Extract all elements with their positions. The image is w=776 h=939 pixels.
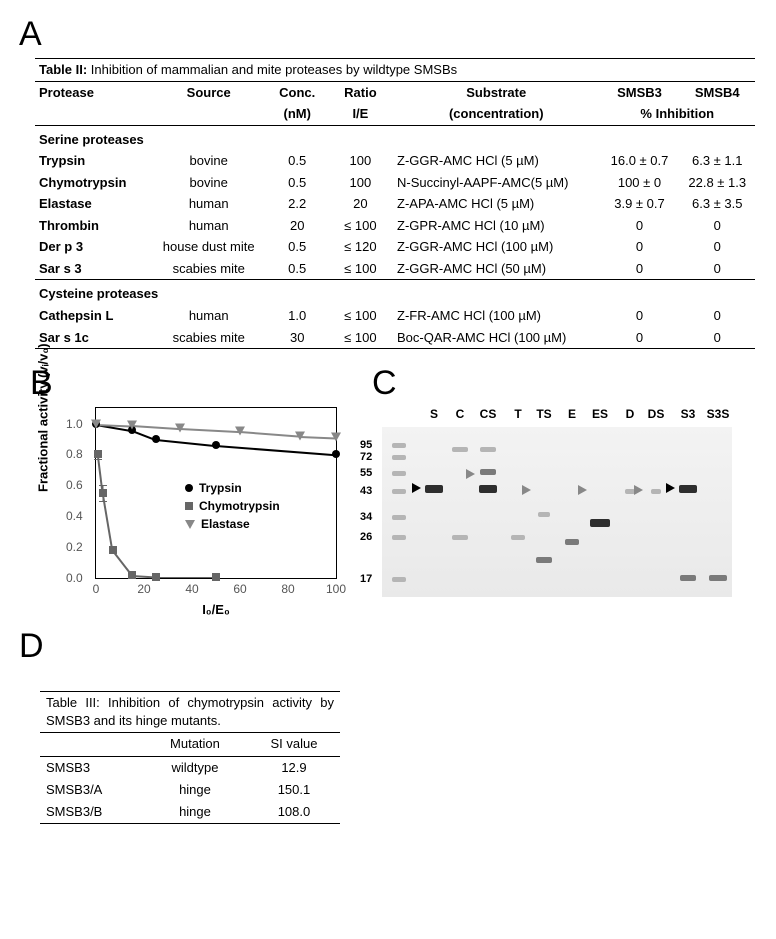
table3-title-prefix: Table III: bbox=[46, 695, 100, 710]
gel-band bbox=[479, 485, 497, 493]
hdr-sm3: SMSB3 bbox=[600, 81, 680, 103]
hdr-source: Source bbox=[151, 81, 267, 103]
lane-label: E bbox=[568, 407, 576, 421]
table-row: Sar s 3scabies mite0.5≤ 100Z-GGR-AMC HCl… bbox=[35, 258, 755, 280]
leg-trypsin: Trypsin bbox=[199, 479, 242, 497]
mass-label: 17 bbox=[360, 573, 372, 585]
hdr-ratio-unit: I/E bbox=[328, 103, 393, 125]
table-row: Der p 3house dust mite0.5≤ 120Z-GGR-AMC … bbox=[35, 236, 755, 258]
lane-label: S bbox=[430, 407, 438, 421]
table-row: Chymotrypsinbovine0.5100N-Succinyl-AAPF-… bbox=[35, 172, 755, 194]
xlabel: I₀/E₀ bbox=[202, 602, 230, 617]
panel-a: A Table II: Inhibition of mammalian and … bbox=[15, 15, 761, 349]
panel-b: B 0.00.20.40.60.81.0020406080100 Fractio… bbox=[40, 364, 337, 579]
gel-band bbox=[452, 535, 468, 540]
table-iii: Table III: Inhibition of chymotrypsin ac… bbox=[40, 691, 340, 824]
arrow-filled-icon bbox=[666, 483, 675, 493]
table-row: Elastasehuman2.220Z-APA-AMC HCl (5 µM)3.… bbox=[35, 193, 755, 215]
gel-band bbox=[480, 447, 496, 452]
table-ii: Table II: Inhibition of mammalian and mi… bbox=[35, 58, 755, 349]
hdr-inhib: % Inhibition bbox=[600, 103, 756, 125]
gel-image: 95725543342617 bbox=[382, 427, 732, 597]
hdr-substrate-unit: (concentration) bbox=[393, 103, 599, 125]
panel-c-label: C bbox=[372, 364, 732, 403]
gel-band bbox=[425, 485, 443, 493]
hdr-conc: Conc. bbox=[267, 81, 328, 103]
hdr-protease: Protease bbox=[35, 81, 151, 103]
panel-d: D Table III: Inhibition of chymotrypsin … bbox=[15, 627, 761, 824]
row-bc: B 0.00.20.40.60.81.0020406080100 Fractio… bbox=[15, 349, 761, 597]
mass-label: 55 bbox=[360, 467, 372, 479]
lane-label: DS bbox=[648, 407, 665, 421]
lane-label: C bbox=[456, 407, 465, 421]
table-row: SMSB3/Ahinge150.1 bbox=[40, 779, 340, 801]
gel-band bbox=[511, 535, 525, 540]
lane-label: TS bbox=[536, 407, 551, 421]
hdr-sm4: SMSB4 bbox=[679, 81, 755, 103]
table-row: Thrombinhuman20≤ 100Z-GPR-AMC HCl (10 µM… bbox=[35, 215, 755, 237]
mass-label: 95 bbox=[360, 439, 372, 451]
section-cysteine: Cysteine proteases bbox=[35, 280, 755, 305]
table-row: Sar s 1cscabies mite30≤ 100Boc-QAR-AMC H… bbox=[35, 327, 755, 349]
gel-band bbox=[480, 469, 496, 475]
arrow-filled-icon bbox=[412, 483, 421, 493]
hdr-substrate: Substrate bbox=[393, 81, 599, 103]
gel-band bbox=[590, 519, 610, 527]
mass-label: 34 bbox=[360, 511, 372, 523]
gel-band bbox=[709, 575, 727, 581]
lane-label: ES bbox=[592, 407, 608, 421]
panel-c: C S C CS T TS E ES D DS S3 S3S 95725543342617 bbox=[382, 364, 732, 597]
hdr-ratio: Ratio bbox=[328, 81, 393, 103]
gel-band bbox=[565, 539, 579, 545]
hdr-conc-unit: (nM) bbox=[267, 103, 328, 125]
gel-band bbox=[538, 512, 550, 517]
hdr-si: SI value bbox=[248, 733, 340, 756]
arrow-open-icon bbox=[578, 485, 587, 495]
arrow-open-icon bbox=[466, 469, 475, 479]
gel-band bbox=[679, 485, 697, 493]
leg-chymo: Chymotrypsin bbox=[199, 497, 280, 515]
ylabel: Fractional activity (vᵢ/v₀) bbox=[36, 344, 51, 493]
legend: Trypsin Chymotrypsin Elastase bbox=[185, 479, 280, 533]
mass-label: 26 bbox=[360, 531, 372, 543]
arrow-open-icon bbox=[522, 485, 531, 495]
table-row: Trypsinbovine0.5100Z-GGR-AMC HCl (5 µM)1… bbox=[35, 150, 755, 172]
table2-title: Inhibition of mammalian and mite proteas… bbox=[91, 62, 457, 77]
panel-b-label: B bbox=[30, 364, 337, 403]
table-row: Cathepsin Lhuman1.0≤ 100Z-FR-AMC HCl (10… bbox=[35, 305, 755, 327]
lane-label: S3 bbox=[681, 407, 696, 421]
lane-label: S3S bbox=[707, 407, 730, 421]
leg-elast: Elastase bbox=[201, 515, 250, 533]
gel-band bbox=[452, 447, 468, 452]
hdr-mutation: Mutation bbox=[142, 733, 248, 756]
table-row: SMSB3/Bhinge108.0 bbox=[40, 801, 340, 824]
section-serine: Serine proteases bbox=[35, 125, 755, 150]
mass-label: 72 bbox=[360, 451, 372, 463]
table-row: SMSB3wildtype12.9 bbox=[40, 756, 340, 779]
gel-band bbox=[651, 489, 661, 494]
gel-band bbox=[536, 557, 552, 563]
arrow-open-icon bbox=[634, 485, 643, 495]
lane-label: D bbox=[626, 407, 635, 421]
gel-band bbox=[680, 575, 696, 581]
lane-label: CS bbox=[480, 407, 497, 421]
mass-label: 43 bbox=[360, 485, 372, 497]
gel-lane-labels: S C CS T TS E ES D DS S3 S3S bbox=[382, 407, 732, 427]
table2-title-prefix: Table II: bbox=[39, 62, 87, 77]
lane-label: T bbox=[514, 407, 521, 421]
panel-a-label: A bbox=[19, 15, 761, 54]
panel-d-label: D bbox=[19, 627, 761, 666]
